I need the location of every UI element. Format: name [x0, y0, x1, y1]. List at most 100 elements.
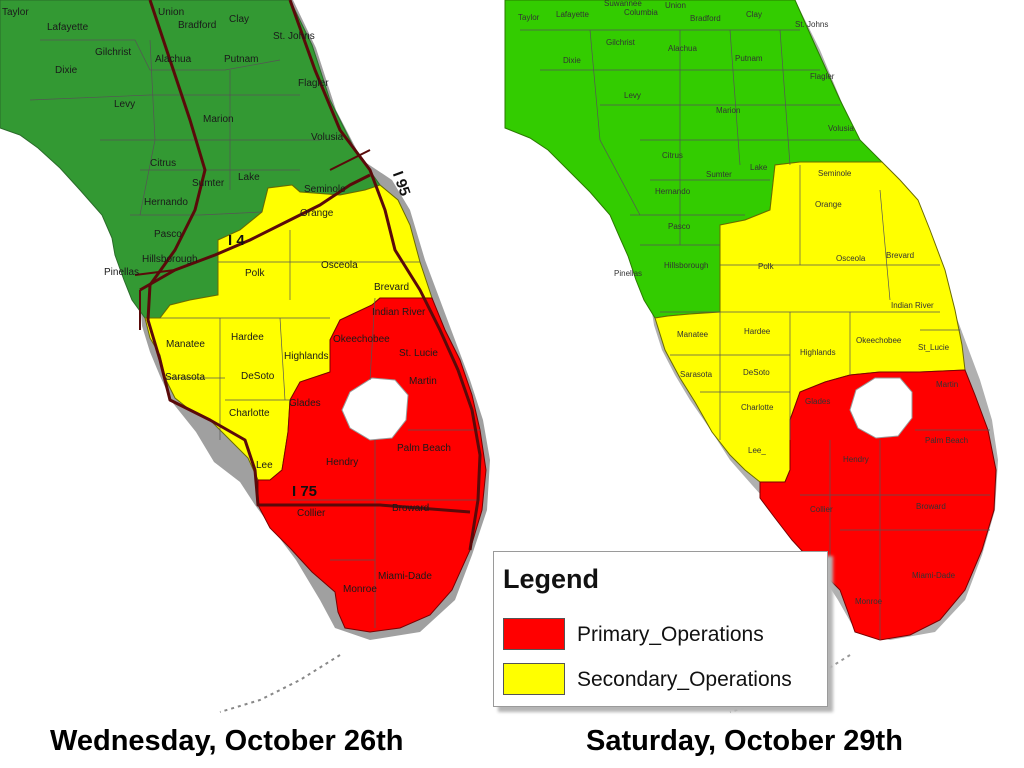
county-label-clay: Clay — [229, 14, 249, 25]
legend-label-secondary: Secondary_Operations — [577, 668, 792, 691]
county-label-sarasota: Sarasota — [165, 372, 205, 383]
county-label-charlotte: Charlotte — [229, 408, 270, 419]
map-wednesday: I 4 I 95 I 75 Taylor Lafayette Union Bra… — [0, 0, 490, 713]
county-label-dixie: Dixie — [563, 56, 581, 65]
county-label-st-lucie: St_Lucie — [918, 343, 950, 352]
county-label-gilchrist: Gilchrist — [606, 38, 636, 47]
county-label-bradford: Bradford — [690, 14, 721, 23]
county-label-collier: Collier — [810, 505, 833, 514]
county-label-clay: Clay — [746, 10, 762, 19]
county-label-orange: Orange — [300, 208, 334, 219]
county-label-lee: Lee — [256, 460, 273, 471]
county-label-union: Union — [158, 7, 184, 18]
county-labels-map1: Taylor Lafayette Union Bradford Clay St.… — [2, 7, 451, 595]
county-label-volusia: Volusia — [828, 124, 854, 133]
county-label-charlotte: Charlotte — [741, 403, 774, 412]
county-label-osceola: Osceola — [836, 254, 866, 263]
county-label-citrus: Citrus — [150, 158, 176, 169]
county-label-martin: Martin — [936, 380, 958, 389]
county-label-st-johns: St. Johns — [273, 31, 315, 42]
county-label-desoto: DeSoto — [743, 368, 770, 377]
county-label-lafayette: Lafayette — [556, 10, 589, 19]
county-label-lake: Lake — [238, 172, 260, 183]
county-label-st-johns: St. Johns — [795, 20, 828, 29]
county-label-taylor: Taylor — [518, 13, 540, 22]
county-label-hillsborough: Hillsborough — [664, 261, 708, 270]
interstate-highways — [134, 0, 482, 551]
county-label-gilchrist: Gilchrist — [95, 47, 131, 58]
county-label-alachua: Alachua — [155, 54, 192, 65]
county-label-lake: Lake — [750, 163, 768, 172]
county-label-hernando: Hernando — [655, 187, 691, 196]
county-label-miami-dade: Miami-Dade — [912, 571, 956, 580]
county-label-palm-beach: Palm Beach — [397, 443, 451, 454]
county-label-broward: Broward — [392, 503, 429, 514]
county-label-bradford: Bradford — [178, 20, 216, 31]
county-label-pasco: Pasco — [154, 229, 182, 240]
county-label-indian-river: Indian River — [372, 307, 426, 318]
county-label-monroe: Monroe — [855, 597, 883, 606]
county-labels-map2: Taylor Lafayette Suwannee Columbia Union… — [518, 0, 968, 606]
county-label-polk: Polk — [758, 262, 775, 271]
county-borders — [520, 29, 990, 640]
county-label-okeechobee: Okeechobee — [856, 336, 902, 345]
county-label-lee: Lee_ — [748, 446, 766, 455]
county-label-pasco: Pasco — [668, 222, 691, 231]
county-label-dixie: Dixie — [55, 65, 78, 76]
county-label-marion: Marion — [203, 114, 234, 125]
county-label-suwannee: Suwannee — [604, 0, 642, 8]
county-label-osceola: Osceola — [321, 260, 358, 271]
florida-keys — [219, 654, 341, 713]
highway-i4 — [139, 173, 371, 292]
highway-label-i75: I 75 — [292, 483, 317, 500]
highway-i75 — [146, 0, 471, 514]
county-label-brevard: Brevard — [886, 251, 914, 260]
county-label-monroe: Monroe — [343, 584, 377, 595]
county-label-hernando: Hernando — [144, 197, 188, 208]
lake-okeechobee — [849, 377, 913, 439]
county-label-brevard: Brevard — [374, 282, 409, 293]
county-label-levy: Levy — [624, 91, 641, 100]
county-label-hendry: Hendry — [843, 455, 869, 464]
county-label-volusia: Volusia — [311, 132, 344, 143]
legend-swatch-primary — [503, 618, 565, 650]
highway-i95 — [288, 0, 482, 551]
county-label-highlands: Highlands — [800, 348, 836, 357]
county-label-columbia: Columbia — [624, 8, 658, 17]
county-label-glades: Glades — [289, 398, 321, 409]
county-label-miami-dade: Miami-Dade — [378, 571, 432, 582]
highway-label-i4: I 4 — [228, 232, 245, 249]
county-label-manatee: Manatee — [677, 330, 709, 339]
county-label-pinellas: Pinellas — [614, 269, 642, 278]
county-label-orange: Orange — [815, 200, 842, 209]
county-label-broward: Broward — [916, 502, 946, 511]
county-label-glades: Glades — [805, 397, 830, 406]
county-label-pinellas: Pinellas — [104, 267, 139, 278]
county-label-hardee: Hardee — [231, 332, 264, 343]
county-label-desoto: DeSoto — [241, 371, 275, 382]
county-label-sumter: Sumter — [192, 178, 225, 189]
county-label-indian-river: Indian River — [891, 301, 934, 310]
highway-spur — [134, 149, 371, 330]
county-label-levy: Levy — [114, 99, 135, 110]
caption-wednesday: Wednesday, October 26th — [50, 725, 404, 757]
county-label-putnam: Putnam — [735, 54, 763, 63]
legend-label-primary: Primary_Operations — [577, 623, 764, 646]
county-label-sumter: Sumter — [706, 170, 732, 179]
county-label-union: Union — [665, 1, 686, 10]
county-label-marion: Marion — [716, 106, 740, 115]
county-label-citrus: Citrus — [662, 151, 683, 160]
region-primary — [759, 369, 997, 641]
county-label-sarasota: Sarasota — [680, 370, 713, 379]
county-label-hendry: Hendry — [326, 457, 358, 468]
county-label-okeechobee: Okeechobee — [333, 334, 390, 345]
county-label-flagler: Flagler — [810, 72, 835, 81]
county-label-seminole: Seminole — [818, 169, 852, 178]
county-borders — [29, 39, 480, 628]
map-saturday: Taylor Lafayette Suwannee Columbia Union… — [504, 0, 998, 713]
county-label-taylor: Taylor — [2, 7, 29, 18]
region-secondary — [144, 184, 433, 481]
county-label-lafayette: Lafayette — [47, 22, 89, 33]
legend-title: Legend — [503, 564, 600, 594]
